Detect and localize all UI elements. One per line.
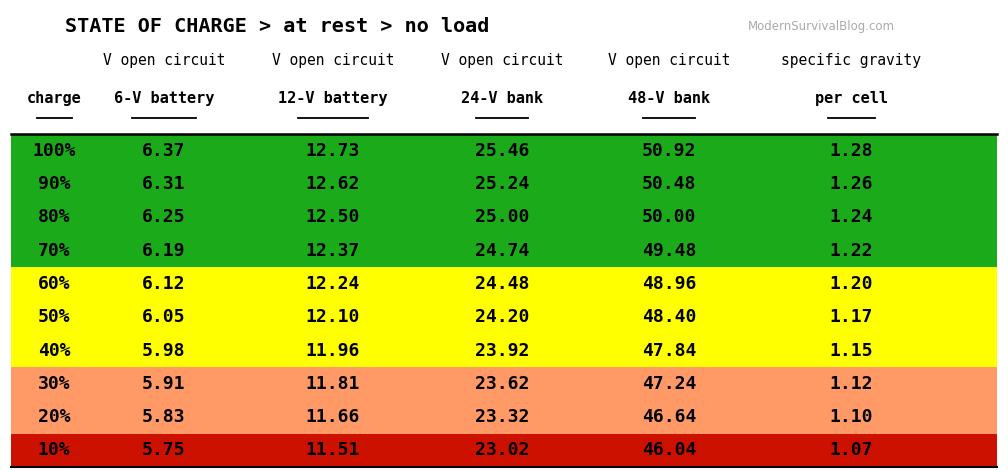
Bar — [11, 334, 997, 367]
Text: 12.37: 12.37 — [305, 242, 360, 260]
Text: 1.17: 1.17 — [830, 308, 873, 326]
Text: 100%: 100% — [32, 142, 76, 160]
Text: 1.20: 1.20 — [830, 275, 873, 293]
Text: 12.62: 12.62 — [305, 175, 360, 193]
Text: 50.48: 50.48 — [642, 175, 697, 193]
Text: 24-V bank: 24-V bank — [461, 91, 543, 106]
Text: 1.26: 1.26 — [830, 175, 873, 193]
Text: 48.96: 48.96 — [642, 275, 697, 293]
Text: 80%: 80% — [37, 208, 71, 227]
Text: 48.40: 48.40 — [642, 308, 697, 326]
Text: 47.84: 47.84 — [642, 342, 697, 360]
Text: 5.75: 5.75 — [142, 441, 185, 459]
Text: V open circuit: V open circuit — [103, 53, 225, 68]
Text: 25.24: 25.24 — [475, 175, 529, 193]
Text: 1.12: 1.12 — [830, 375, 873, 393]
Text: 6.12: 6.12 — [142, 275, 185, 293]
Text: 11.81: 11.81 — [305, 375, 360, 393]
Text: 24.48: 24.48 — [475, 275, 529, 293]
Text: 5.83: 5.83 — [142, 408, 185, 426]
Text: 48-V bank: 48-V bank — [628, 91, 711, 106]
Text: 60%: 60% — [37, 275, 71, 293]
Bar — [11, 201, 997, 234]
Text: 6.37: 6.37 — [142, 142, 185, 160]
Text: 23.92: 23.92 — [475, 342, 529, 360]
Text: 50.92: 50.92 — [642, 142, 697, 160]
Text: 23.32: 23.32 — [475, 408, 529, 426]
Text: STATE OF CHARGE > at rest > no load: STATE OF CHARGE > at rest > no load — [66, 17, 490, 36]
Text: 11.66: 11.66 — [305, 408, 360, 426]
Text: 12.24: 12.24 — [305, 275, 360, 293]
Text: 23.62: 23.62 — [475, 375, 529, 393]
Text: 11.96: 11.96 — [305, 342, 360, 360]
Text: 12-V battery: 12-V battery — [278, 91, 388, 106]
Text: 50%: 50% — [37, 308, 71, 326]
Text: 1.10: 1.10 — [830, 408, 873, 426]
Bar — [11, 167, 997, 201]
Text: 23.02: 23.02 — [475, 441, 529, 459]
Text: 1.15: 1.15 — [830, 342, 873, 360]
Text: charge: charge — [26, 91, 82, 106]
Text: 30%: 30% — [37, 375, 71, 393]
Text: 6.31: 6.31 — [142, 175, 185, 193]
Text: 6-V battery: 6-V battery — [114, 91, 214, 106]
Text: 90%: 90% — [37, 175, 71, 193]
Text: 70%: 70% — [37, 242, 71, 260]
Bar — [11, 434, 997, 467]
Text: 20%: 20% — [37, 408, 71, 426]
Text: specific gravity: specific gravity — [781, 53, 921, 68]
Text: 47.24: 47.24 — [642, 375, 697, 393]
Text: 1.07: 1.07 — [830, 441, 873, 459]
Text: 24.20: 24.20 — [475, 308, 529, 326]
Bar — [11, 134, 997, 167]
Text: V open circuit: V open circuit — [608, 53, 731, 68]
Text: 1.22: 1.22 — [830, 242, 873, 260]
Text: 5.91: 5.91 — [142, 375, 185, 393]
Text: 46.64: 46.64 — [642, 408, 697, 426]
Text: 11.51: 11.51 — [305, 441, 360, 459]
Text: 24.74: 24.74 — [475, 242, 529, 260]
Text: 12.50: 12.50 — [305, 208, 360, 227]
Text: 12.10: 12.10 — [305, 308, 360, 326]
Text: ModernSurvivalBlog.com: ModernSurvivalBlog.com — [748, 20, 894, 33]
Text: V open circuit: V open circuit — [271, 53, 394, 68]
Text: 12.73: 12.73 — [305, 142, 360, 160]
Text: 25.00: 25.00 — [475, 208, 529, 227]
Bar — [11, 267, 997, 301]
Text: 25.46: 25.46 — [475, 142, 529, 160]
Text: 6.19: 6.19 — [142, 242, 185, 260]
Text: V open circuit: V open circuit — [440, 53, 563, 68]
Bar — [11, 367, 997, 400]
Text: 49.48: 49.48 — [642, 242, 697, 260]
Text: 6.25: 6.25 — [142, 208, 185, 227]
Text: per cell: per cell — [814, 91, 888, 106]
Text: 6.05: 6.05 — [142, 308, 185, 326]
Text: 50.00: 50.00 — [642, 208, 697, 227]
Bar — [11, 400, 997, 434]
Text: 1.24: 1.24 — [830, 208, 873, 227]
Text: 10%: 10% — [37, 441, 71, 459]
Text: 1.28: 1.28 — [830, 142, 873, 160]
Bar — [11, 234, 997, 267]
Text: 40%: 40% — [37, 342, 71, 360]
Bar — [11, 301, 997, 334]
Text: 46.04: 46.04 — [642, 441, 697, 459]
Text: 5.98: 5.98 — [142, 342, 185, 360]
